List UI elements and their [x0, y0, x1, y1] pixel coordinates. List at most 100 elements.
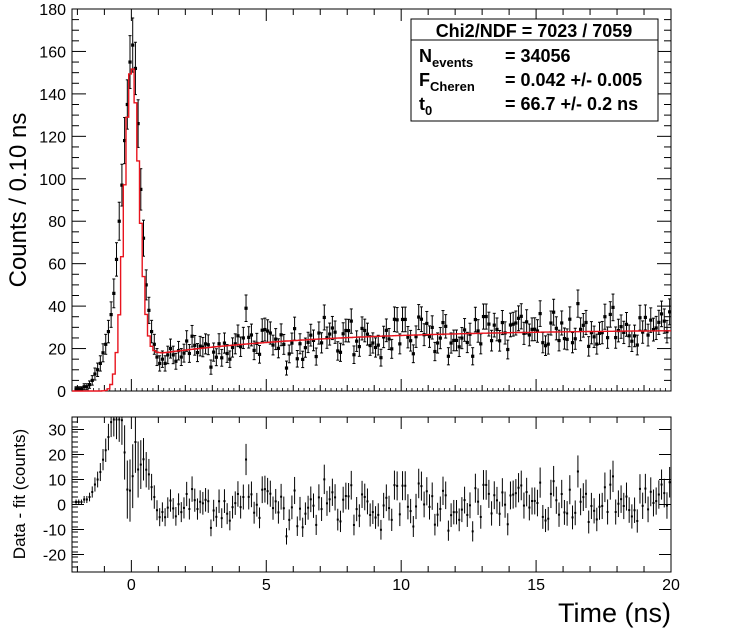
- residual-point: [347, 495, 350, 498]
- data-point: [473, 317, 477, 322]
- data-point: [646, 333, 650, 337]
- data-point: [632, 334, 637, 338]
- residual-point: [93, 483, 96, 486]
- x-axis-title: Time (ns): [558, 598, 671, 628]
- residual-point: [452, 511, 455, 514]
- data-point: [581, 323, 585, 327]
- data-point: [187, 351, 191, 356]
- data-point: [82, 385, 86, 389]
- residual-point: [274, 500, 277, 503]
- data-point: [333, 330, 337, 334]
- y-tick-label: 160: [39, 44, 66, 61]
- y-tick-label: 60: [48, 257, 66, 274]
- residual-point: [498, 512, 501, 515]
- data-point: [608, 312, 612, 317]
- residual-point: [509, 494, 512, 497]
- residual-point: [415, 505, 418, 508]
- residual-point: [269, 492, 272, 495]
- residual-point: [185, 492, 188, 495]
- data-point: [403, 317, 407, 322]
- data-point: [387, 337, 391, 341]
- residual-point: [180, 511, 183, 514]
- residual-point: [566, 512, 569, 515]
- data-point: [635, 343, 639, 347]
- residual-point: [196, 508, 199, 511]
- residual-point: [474, 487, 477, 490]
- residual-point: [331, 491, 334, 494]
- data-point: [441, 320, 445, 325]
- residual-point: [471, 530, 474, 533]
- data-point: [649, 318, 653, 322]
- y-tick-label: 40: [48, 299, 66, 316]
- x-tick-label: 5: [262, 577, 271, 594]
- residual-point: [282, 507, 285, 510]
- data-point: [123, 138, 127, 143]
- data-point: [301, 357, 305, 361]
- data-point: [306, 340, 310, 345]
- data-point: [589, 331, 594, 335]
- stats-nevents-subscript: events: [432, 55, 473, 70]
- data-point: [125, 102, 129, 107]
- data-point: [533, 327, 537, 331]
- data-point: [179, 355, 183, 359]
- data-point: [355, 339, 359, 343]
- data-point: [489, 339, 494, 343]
- residual-point: [531, 500, 534, 503]
- data-point: [465, 340, 469, 345]
- data-point: [449, 341, 453, 345]
- residual-point: [371, 511, 374, 514]
- residual-point: [649, 490, 652, 493]
- data-point: [109, 313, 113, 317]
- data-point: [295, 357, 299, 361]
- residual-point: [458, 518, 461, 521]
- data-point: [638, 316, 642, 320]
- fit-curve-group: [72, 68, 671, 392]
- stats-t0-value: = 66.7 +/- 0.2 ns: [505, 94, 638, 114]
- data-point: [506, 347, 510, 352]
- data-point: [592, 335, 596, 339]
- data-point: [500, 320, 504, 325]
- residual-point: [131, 475, 134, 478]
- data-point: [98, 361, 102, 366]
- residual-point: [636, 519, 639, 522]
- residual-point: [253, 511, 256, 514]
- residual-point: [412, 525, 415, 528]
- residual-point: [212, 509, 215, 512]
- data-point: [106, 329, 111, 334]
- residual-point: [379, 528, 382, 531]
- residual-point: [490, 512, 493, 515]
- data-point: [182, 351, 186, 355]
- residual-point: [169, 499, 172, 502]
- data-point: [468, 332, 472, 336]
- residual-point: [352, 523, 355, 526]
- residual-point: [290, 506, 293, 509]
- data-point: [239, 345, 243, 349]
- data-point: [400, 317, 405, 322]
- data-point: [322, 315, 326, 320]
- residual-point: [182, 506, 185, 509]
- data-point: [112, 291, 116, 295]
- residual-point: [255, 503, 258, 506]
- data-point: [325, 336, 329, 340]
- data-point: [206, 343, 210, 347]
- residual-point: [409, 510, 412, 513]
- residual-point: [369, 513, 372, 516]
- stats-nevents-value: = 34056: [505, 46, 571, 66]
- data-point: [279, 333, 283, 337]
- data-point: [120, 183, 124, 187]
- data-point: [338, 350, 343, 354]
- residual-point: [447, 529, 450, 532]
- data-point: [665, 330, 669, 334]
- data-point: [565, 337, 569, 341]
- data-point: [417, 315, 421, 319]
- data-point: [641, 330, 645, 334]
- data-point: [390, 347, 394, 351]
- stats-chi2ndf: Chi2/NDF = 7023 / 7059: [436, 21, 633, 41]
- residual-point: [258, 516, 261, 519]
- residual-point: [463, 499, 466, 502]
- residual-data-points: [75, 417, 671, 545]
- data-point: [600, 330, 604, 335]
- residual-point: [307, 506, 310, 509]
- data-point: [276, 346, 281, 350]
